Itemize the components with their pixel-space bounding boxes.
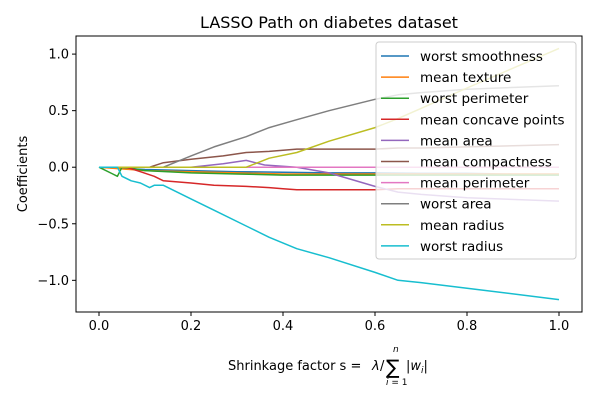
legend-label: mean compactness bbox=[420, 155, 552, 171]
legend-label: worst area bbox=[420, 197, 492, 213]
legend-label: mean texture bbox=[420, 70, 511, 86]
x-axis-label-lambda: λ bbox=[371, 359, 380, 374]
y-tick-label: −0.5 bbox=[37, 217, 69, 232]
x-axis-label-abs: |wi| bbox=[406, 359, 428, 376]
x-tick-label: 0.0 bbox=[89, 319, 110, 334]
legend-label: worst radius bbox=[420, 239, 503, 255]
x-tick-label: 0.2 bbox=[181, 319, 202, 334]
legend-label: mean area bbox=[420, 133, 493, 149]
y-tick-label: −1.0 bbox=[37, 274, 69, 289]
legend-label: worst smoothness bbox=[420, 49, 543, 65]
y-tick-label: 1.0 bbox=[48, 48, 69, 63]
x-axis-label-sum-lower: i = 1 bbox=[386, 378, 408, 388]
legend-box bbox=[375, 41, 577, 260]
x-axis: 0.0 0.2 0.4 0.6 0.8 1.0 bbox=[89, 312, 570, 334]
legend: worst smoothness mean texture worst perime… bbox=[375, 41, 577, 260]
y-axis: −1.0 −0.5 0.0 0.5 1.0 bbox=[37, 48, 76, 289]
x-tick-label: 1.0 bbox=[549, 319, 570, 334]
x-axis-label-prefix: Shrinkage factor s = bbox=[228, 359, 361, 374]
x-axis-label-sigma: ∑ bbox=[386, 355, 400, 379]
plot-frame bbox=[75, 35, 583, 313]
x-tick-label: 0.4 bbox=[273, 319, 294, 334]
y-axis-label: Coefficients bbox=[16, 136, 31, 213]
chart-title: LASSO Path on diabetes dataset bbox=[200, 13, 458, 32]
y-tick-label: 0.5 bbox=[48, 104, 69, 119]
x-tick-label: 0.8 bbox=[457, 319, 478, 334]
y-tick-label: 0.0 bbox=[48, 161, 69, 176]
legend-label: mean perimeter bbox=[420, 176, 530, 192]
series-line-worst-radius bbox=[99, 166, 560, 301]
legend-label: mean concave points bbox=[420, 112, 565, 128]
legend-label: mean radius bbox=[420, 218, 504, 234]
x-axis-label-sum-upper: n bbox=[393, 345, 399, 355]
legend-label: worst perimeter bbox=[420, 91, 529, 107]
x-tick-label: 0.6 bbox=[365, 319, 386, 334]
series-line-worst-perimeter bbox=[98, 166, 559, 178]
x-axis-label-slash: / bbox=[380, 359, 385, 374]
